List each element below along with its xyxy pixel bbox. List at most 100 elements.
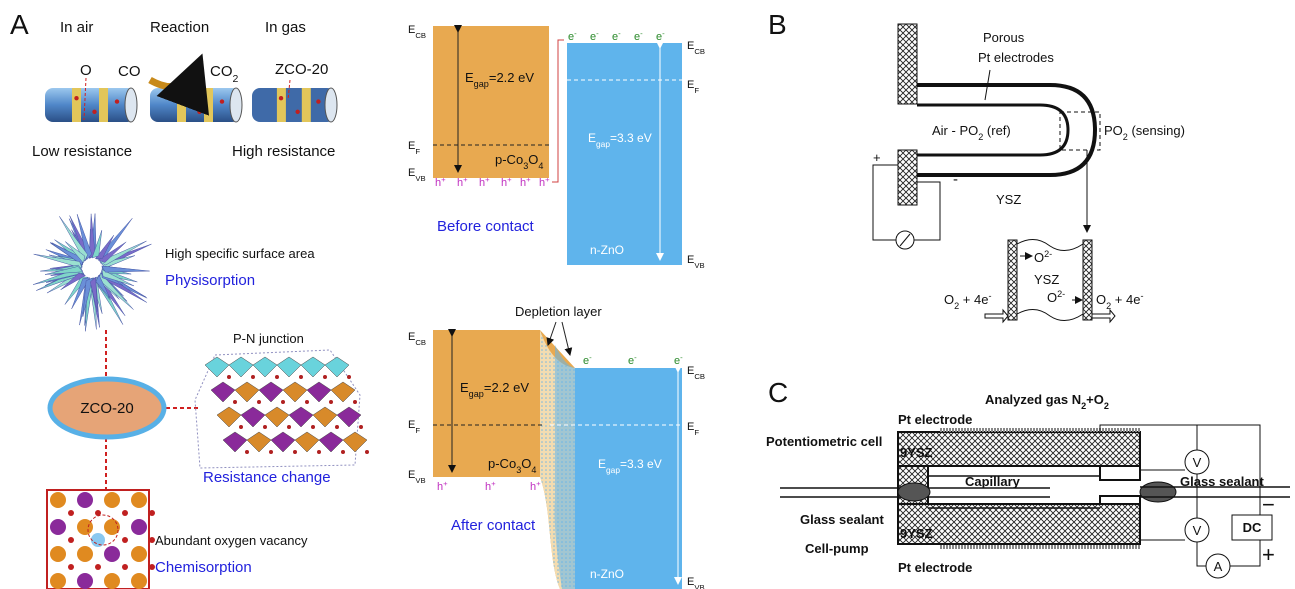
subscript: CB (694, 47, 705, 56)
inner-electrode (917, 103, 1070, 157)
superscript: + (526, 175, 531, 184)
atom (227, 375, 231, 379)
polyhedron (204, 356, 230, 378)
outer-electrode (917, 83, 1098, 177)
cell-wall (1099, 495, 1141, 505)
text-part: h (437, 481, 443, 493)
atom (281, 400, 285, 404)
atom (239, 425, 243, 429)
species: ZCO-20 (275, 61, 328, 78)
label: O2 + 4e- (1096, 291, 1144, 311)
atom (245, 450, 249, 454)
text-part: h (485, 481, 491, 493)
text-part: O (528, 152, 538, 167)
text-part: e (583, 355, 589, 367)
electron: e- (612, 29, 621, 44)
label: Pt electrode (898, 412, 972, 427)
tube (252, 88, 335, 122)
oxygen (149, 537, 155, 543)
polarity: − (1262, 492, 1275, 517)
polyhedron (336, 406, 362, 428)
electron: e- (583, 353, 592, 368)
seal (897, 149, 918, 206)
meter-label: V (1193, 523, 1202, 538)
atom (299, 375, 303, 379)
petal (59, 216, 88, 262)
oxygen (122, 537, 128, 543)
superscript: - (618, 29, 621, 38)
atom (77, 573, 93, 589)
label: Glass sealant (1180, 474, 1264, 489)
level-label: ECB (408, 24, 426, 40)
atom (317, 450, 321, 454)
caption: Before contact (437, 218, 535, 235)
superscript: - (634, 353, 637, 362)
atom (287, 425, 291, 429)
electron: e- (628, 353, 637, 368)
atom (50, 546, 66, 562)
text-part: CO (210, 63, 233, 80)
subscript: CB (694, 372, 705, 381)
atom (77, 519, 93, 535)
panel-b: B Porous Pt electrodes Air - PO2 (ref) P… (768, 9, 1185, 324)
petal (100, 255, 136, 268)
text-part: E (598, 457, 606, 471)
crystal (194, 349, 369, 469)
dash (287, 79, 291, 101)
connector (552, 39, 564, 183)
petal (44, 266, 84, 275)
nanoflower (33, 213, 152, 332)
atom (293, 450, 297, 454)
panel-label: B (768, 9, 787, 40)
gap-label: Egap=3.3 eV (588, 131, 652, 149)
band-after: Depletion layer ECB EF EVB Egap=2.2 eV p… (408, 304, 705, 589)
label: Pt electrode (898, 560, 972, 575)
atom (323, 375, 327, 379)
petal (97, 241, 127, 263)
petal (95, 274, 111, 299)
pointer (984, 69, 991, 101)
hole: h+ (501, 175, 512, 190)
text-part: E (408, 167, 415, 179)
ammeter (1205, 553, 1231, 579)
text-part: E (408, 24, 415, 36)
petal (99, 240, 147, 266)
oxygen (149, 564, 155, 570)
label: Porous (983, 30, 1025, 45)
polyhedron (252, 356, 278, 378)
atom (311, 425, 315, 429)
atom (335, 425, 339, 429)
text-part: Air - PO (932, 123, 978, 138)
atom (263, 425, 267, 429)
atom (233, 400, 237, 404)
hole: h+ (457, 175, 468, 190)
text-part: e (628, 355, 634, 367)
atom (104, 546, 120, 562)
atom (353, 400, 357, 404)
text-part: O (1034, 250, 1044, 265)
text-part: h (501, 177, 507, 189)
subscript: F (694, 86, 699, 95)
oxygen (68, 510, 74, 516)
label: Air - PO2 (ref) (932, 123, 1011, 142)
atom (104, 573, 120, 589)
electron: e- (590, 29, 599, 44)
text-part: O (1047, 290, 1057, 305)
polyhedron (270, 431, 296, 453)
petal (94, 235, 114, 259)
electron: e- (634, 29, 643, 44)
label: O2- (1034, 249, 1052, 265)
feature-text: P-N junction (233, 331, 304, 346)
superscript: + (485, 175, 490, 184)
petal (71, 277, 91, 310)
voltmeter (1184, 449, 1210, 475)
stage-label: Reaction (150, 19, 209, 36)
text-part: p-Co (488, 456, 516, 471)
text-part: E (460, 380, 469, 395)
outlet (1140, 486, 1290, 498)
text-part: h (479, 177, 485, 189)
flow-arrow (984, 308, 1116, 324)
label: PO2 (sensing) (1104, 123, 1185, 142)
n-band (575, 368, 682, 589)
text-part: E (687, 254, 694, 266)
